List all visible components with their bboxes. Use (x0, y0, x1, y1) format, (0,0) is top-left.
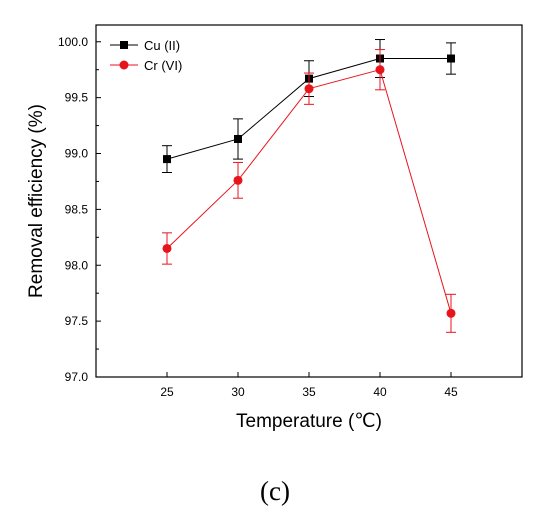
x-tick-label: 35 (302, 385, 316, 399)
data-point (447, 54, 455, 63)
y-tick-label: 100.0 (58, 35, 88, 49)
data-point (304, 84, 314, 94)
y-tick-label: 99.0 (65, 147, 89, 161)
y-axis-ticks: 97.0 97.5 98.0 98.5 99.0 99.5 100.0 (58, 35, 101, 384)
data-point (233, 175, 243, 185)
data-point (163, 155, 171, 164)
x-axis-title: Temperature (℃) (236, 411, 382, 432)
data-point (375, 65, 385, 75)
y-tick-label: 99.5 (65, 91, 89, 105)
x-tick-label: 30 (231, 385, 245, 399)
data-point (234, 134, 242, 143)
x-tick-label: 45 (444, 385, 458, 399)
y-tick-label: 98.5 (65, 202, 89, 216)
x-axis-ticks: 25 30 35 40 45 (160, 372, 458, 399)
y-axis-title: Removal efficiency (%) (26, 104, 47, 298)
series-0 (162, 39, 456, 174)
series-1 (162, 49, 456, 333)
legend: Cu (II) Cr (VI) (110, 38, 182, 73)
legend-cu-label: Cu (II) (144, 38, 180, 53)
legend-cu-marker (120, 41, 128, 49)
legend-cr-label: Cr (VI) (144, 58, 182, 73)
x-tick-label: 40 (373, 385, 387, 399)
y-tick-label: 97.0 (65, 370, 89, 384)
data-point (446, 308, 456, 318)
legend-cr-marker (119, 60, 129, 70)
y-tick-label: 98.0 (65, 258, 89, 272)
data-point (162, 243, 172, 253)
series-layer (162, 39, 456, 333)
y-tick-label: 97.5 (65, 314, 89, 328)
x-tick-label: 25 (160, 385, 174, 399)
series-line (166, 69, 452, 314)
figure-caption: (c) (260, 476, 290, 506)
